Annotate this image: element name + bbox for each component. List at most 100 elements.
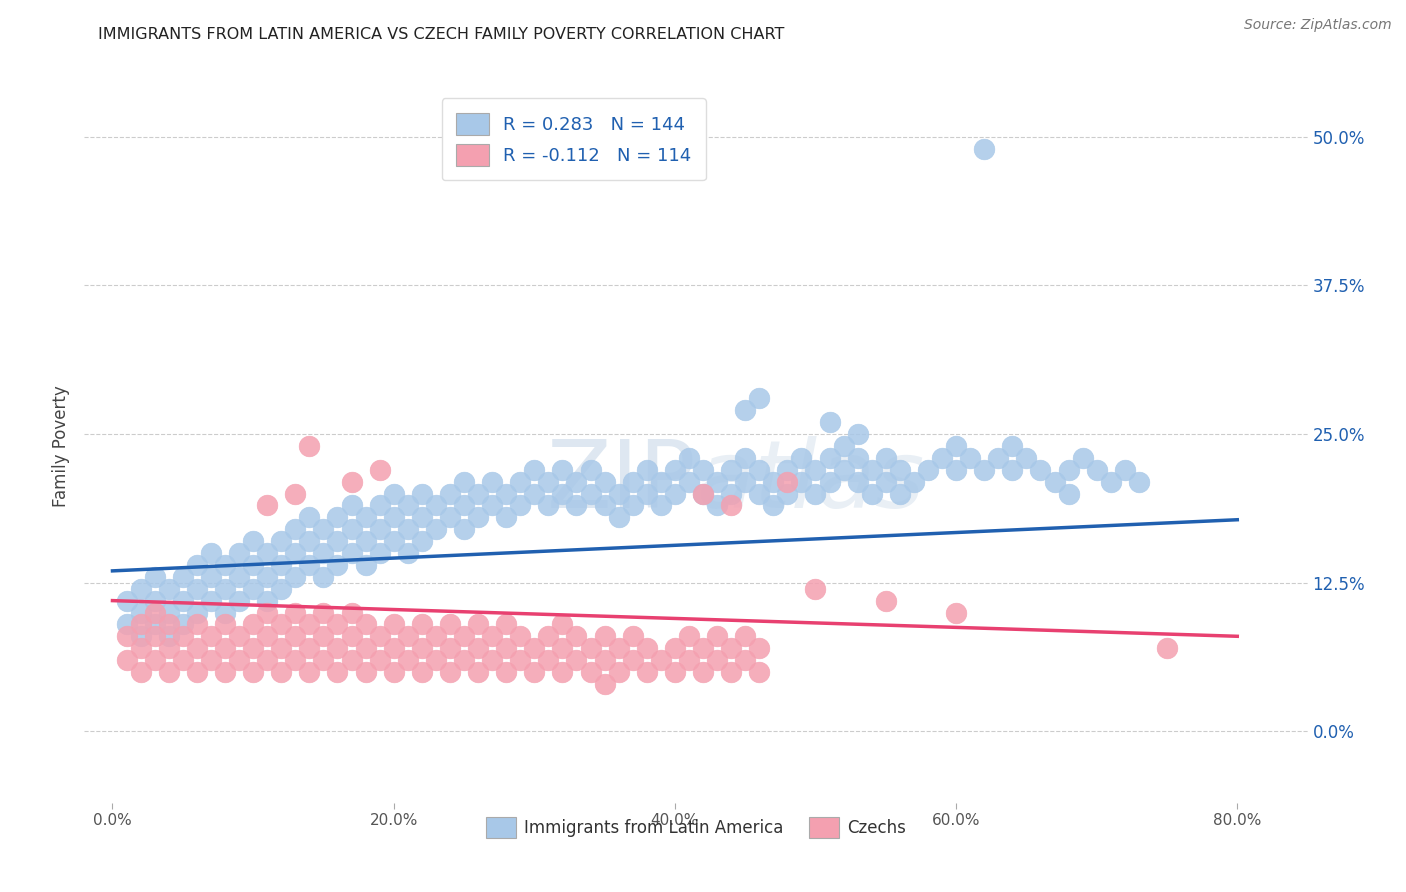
Point [326, 510, 349, 524]
Point [889, 486, 911, 500]
Point [579, 665, 602, 679]
Point [214, 641, 236, 656]
Point [467, 486, 489, 500]
Point [804, 463, 827, 477]
Point [425, 522, 447, 536]
Point [706, 653, 728, 667]
Point [411, 617, 433, 632]
Point [537, 499, 560, 513]
Point [326, 534, 349, 549]
Point [242, 665, 264, 679]
Point [678, 475, 700, 489]
Point [903, 475, 925, 489]
Point [354, 510, 377, 524]
Point [453, 522, 475, 536]
Point [818, 415, 841, 429]
Point [678, 450, 700, 465]
Point [115, 653, 138, 667]
Point [270, 617, 292, 632]
Point [172, 653, 194, 667]
Point [748, 463, 770, 477]
Point [748, 641, 770, 656]
Point [143, 629, 166, 643]
Point [411, 641, 433, 656]
Point [354, 558, 377, 572]
Point [1029, 463, 1052, 477]
Point [382, 534, 405, 549]
Point [143, 617, 166, 632]
Point [129, 665, 152, 679]
Point [312, 606, 335, 620]
Point [368, 653, 391, 667]
Point [551, 486, 574, 500]
Point [340, 653, 363, 667]
Point [692, 641, 714, 656]
Text: Source: ZipAtlas.com: Source: ZipAtlas.com [1244, 18, 1392, 32]
Point [340, 629, 363, 643]
Point [509, 653, 531, 667]
Point [228, 593, 250, 607]
Point [228, 570, 250, 584]
Point [129, 582, 152, 596]
Point [368, 546, 391, 560]
Point [551, 665, 574, 679]
Point [776, 486, 799, 500]
Point [579, 486, 602, 500]
Point [200, 570, 222, 584]
Point [129, 617, 152, 632]
Point [298, 665, 321, 679]
Point [326, 665, 349, 679]
Point [846, 475, 869, 489]
Point [256, 593, 278, 607]
Point [172, 629, 194, 643]
Point [172, 593, 194, 607]
Point [214, 606, 236, 620]
Point [565, 475, 588, 489]
Point [242, 582, 264, 596]
Point [1015, 450, 1038, 465]
Point [973, 463, 995, 477]
Point [650, 653, 672, 667]
Point [382, 641, 405, 656]
Point [157, 606, 180, 620]
Point [790, 450, 813, 465]
Point [312, 546, 335, 560]
Point [256, 653, 278, 667]
Point [284, 653, 307, 667]
Point [354, 534, 377, 549]
Point [720, 463, 742, 477]
Point [481, 499, 503, 513]
Point [284, 486, 307, 500]
Y-axis label: Family Poverty: Family Poverty [52, 385, 70, 507]
Point [565, 499, 588, 513]
Point [720, 499, 742, 513]
Point [382, 617, 405, 632]
Point [270, 582, 292, 596]
Point [143, 606, 166, 620]
Point [298, 617, 321, 632]
Point [973, 142, 995, 156]
Point [748, 486, 770, 500]
Point [678, 629, 700, 643]
Point [284, 522, 307, 536]
Point [846, 450, 869, 465]
Point [959, 450, 981, 465]
Point [172, 617, 194, 632]
Point [143, 653, 166, 667]
Point [143, 593, 166, 607]
Point [481, 653, 503, 667]
Point [1057, 486, 1080, 500]
Point [186, 582, 208, 596]
Point [1001, 463, 1024, 477]
Point [439, 665, 461, 679]
Point [762, 475, 785, 489]
Point [481, 475, 503, 489]
Point [720, 486, 742, 500]
Point [396, 653, 419, 667]
Point [186, 617, 208, 632]
Point [425, 499, 447, 513]
Point [270, 534, 292, 549]
Point [411, 486, 433, 500]
Point [692, 463, 714, 477]
Point [1114, 463, 1136, 477]
